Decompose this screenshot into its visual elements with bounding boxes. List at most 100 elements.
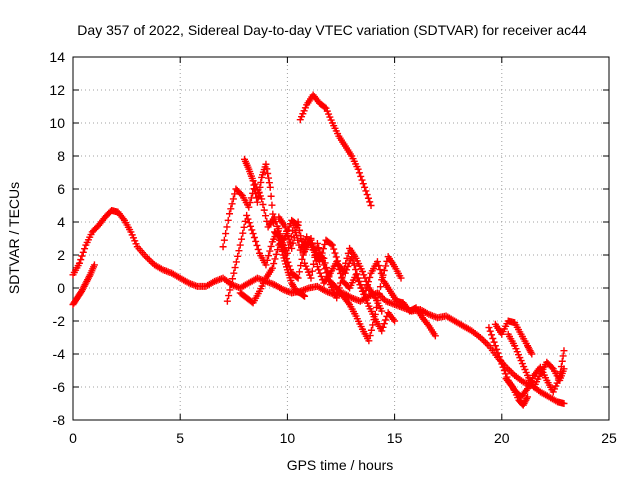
data-point xyxy=(321,103,329,111)
data-point xyxy=(431,332,439,340)
data-point xyxy=(267,242,275,250)
data-point xyxy=(259,201,267,209)
data-point xyxy=(265,179,273,187)
data-point xyxy=(361,274,369,282)
data-point xyxy=(339,269,347,277)
data-point xyxy=(253,198,261,206)
data-point xyxy=(320,261,328,269)
data-point xyxy=(334,262,342,270)
data-point xyxy=(285,236,293,244)
data-point xyxy=(237,190,245,198)
y-tick-label: 8 xyxy=(57,148,65,164)
data-point xyxy=(144,254,152,262)
data-point xyxy=(315,244,323,252)
data-point xyxy=(229,195,237,203)
data-point xyxy=(248,226,256,234)
data-point xyxy=(298,255,306,263)
data-point xyxy=(378,276,386,284)
x-tick-label: 25 xyxy=(601,430,617,446)
data-point xyxy=(272,250,280,258)
data-point xyxy=(353,274,361,282)
data-point xyxy=(355,277,363,285)
data-point xyxy=(245,219,253,227)
series-track-k xyxy=(502,375,532,409)
data-point xyxy=(380,267,388,275)
data-point xyxy=(337,279,345,287)
data-point xyxy=(295,226,303,234)
data-point xyxy=(391,317,399,325)
data-point xyxy=(223,297,231,305)
data-point xyxy=(559,352,567,360)
data-point xyxy=(316,269,324,277)
data-point xyxy=(335,284,343,292)
data-point xyxy=(335,266,343,274)
x-tick-label: 20 xyxy=(494,430,510,446)
data-point xyxy=(328,241,336,249)
data-point xyxy=(284,232,292,240)
data-point xyxy=(81,245,89,253)
x-axis-ticks: 0 5 10 15 20 25 xyxy=(69,57,617,446)
series-track-b xyxy=(69,261,98,308)
data-points xyxy=(69,91,568,409)
data-point xyxy=(256,183,264,191)
data-point xyxy=(266,247,274,255)
series-track-h xyxy=(485,324,568,401)
data-point xyxy=(147,258,155,266)
data-point xyxy=(327,240,335,248)
data-point xyxy=(262,160,270,168)
data-point xyxy=(239,229,247,237)
data-point xyxy=(357,172,365,180)
data-point xyxy=(357,284,365,292)
data-point xyxy=(319,245,327,253)
data-point xyxy=(292,229,300,237)
data-point xyxy=(254,193,262,201)
data-point xyxy=(362,187,370,195)
data-point xyxy=(490,338,498,346)
data-point xyxy=(283,227,291,235)
data-point xyxy=(229,275,237,283)
data-point xyxy=(560,365,568,373)
series-track-e xyxy=(296,91,375,209)
data-point xyxy=(263,165,271,173)
data-point xyxy=(231,190,239,198)
data-point xyxy=(234,252,242,260)
y-tick-label: 0 xyxy=(57,280,65,296)
data-point xyxy=(495,353,503,361)
data-point xyxy=(246,199,254,207)
data-point xyxy=(293,273,301,281)
data-point xyxy=(223,223,231,231)
data-point xyxy=(380,320,388,328)
data-point xyxy=(299,251,307,259)
data-point xyxy=(267,192,275,200)
data-point xyxy=(558,357,566,365)
grid-lines xyxy=(73,57,609,420)
data-point xyxy=(491,342,499,350)
y-tick-label: 10 xyxy=(49,115,65,131)
data-point xyxy=(247,222,255,230)
data-point xyxy=(265,174,273,182)
data-point xyxy=(275,233,283,241)
data-point xyxy=(321,265,329,273)
data-point xyxy=(78,252,86,260)
data-point xyxy=(350,261,358,269)
data-point xyxy=(220,236,228,244)
data-point xyxy=(253,241,261,249)
data-point xyxy=(367,326,375,334)
data-point xyxy=(297,235,305,242)
data-point xyxy=(262,261,270,269)
data-point xyxy=(90,261,98,269)
data-point xyxy=(360,271,368,279)
data-point xyxy=(361,183,369,191)
chart-title: Day 357 of 2022, Sidereal Day-to-day VTE… xyxy=(77,22,587,38)
data-point xyxy=(270,260,278,268)
data-point xyxy=(316,248,324,256)
data-point xyxy=(243,211,251,219)
data-point xyxy=(370,316,378,324)
data-point xyxy=(226,210,234,218)
data-point xyxy=(364,281,372,289)
y-axis-label: SDTVAR / TECUs xyxy=(6,182,22,294)
data-point xyxy=(382,316,390,324)
data-point xyxy=(145,256,153,264)
data-point xyxy=(226,286,234,294)
